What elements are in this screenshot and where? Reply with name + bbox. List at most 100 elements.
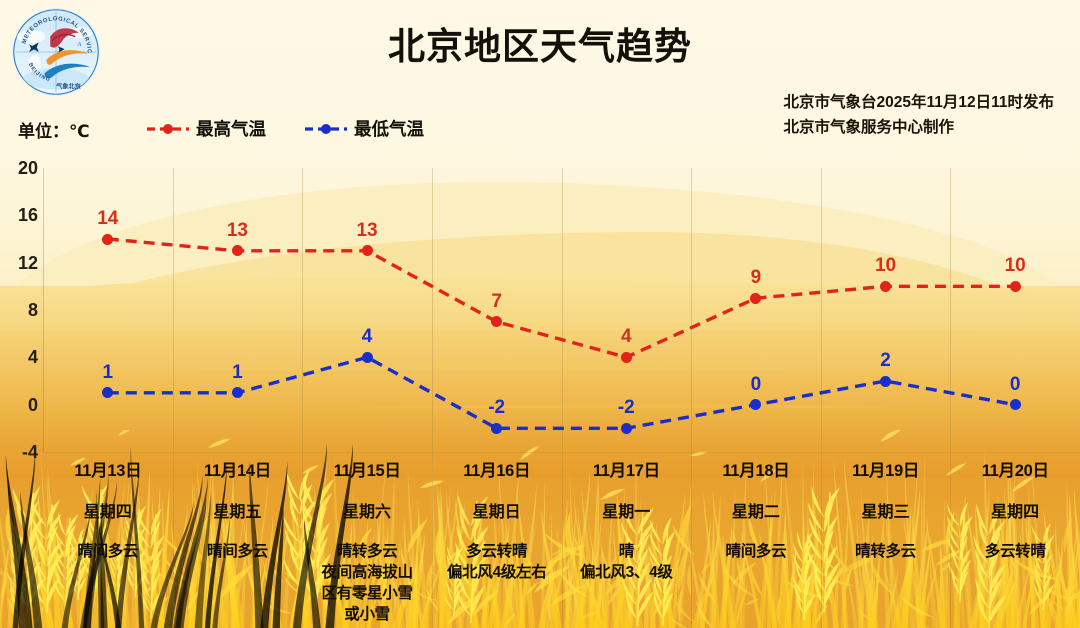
gridline-vertical <box>820 168 822 452</box>
low-temp-value-label: 1 <box>102 361 114 383</box>
gridline-vertical <box>950 168 952 452</box>
legend-item-high-temp: 最高气温 <box>146 116 266 141</box>
x-axis-weekday: 星期六 <box>343 504 392 522</box>
low-temp-value-label: 0 <box>1009 373 1021 395</box>
page-title: 北京地区天气趋势 <box>388 26 692 67</box>
x-axis-column-1: 11月13日 星期四晴间多云 <box>43 458 173 628</box>
gridline-vertical <box>172 168 174 452</box>
unit-label: 单位：℃ <box>18 122 90 141</box>
x-axis-column-6: 11月18日 星期二晴间多云 <box>691 458 821 628</box>
x-axis-weekday: 星期三 <box>861 504 910 522</box>
x-axis-condition: 多云转晴 偏北风4级左右 <box>446 543 547 582</box>
low-temp-value-label: -2 <box>488 397 506 419</box>
y-axis-tick-12: 12 <box>17 252 38 273</box>
x-axis-condition: 晴偏北风3、4级 <box>579 543 673 582</box>
high-temp-point <box>1009 280 1021 292</box>
gridline-vertical <box>302 168 304 452</box>
x-axis-column-4: 11月16日 星期日 多云转晴 偏北风4级左右 <box>432 458 562 628</box>
x-axis-date: 11月17日 <box>592 462 660 480</box>
column-separator <box>950 452 952 628</box>
publisher-info: 北京市气象台2025年11月12日11时发布 北京市气象服务中心制作 <box>784 90 1055 140</box>
dashed-line-with-dot-icon <box>147 123 189 134</box>
column-separator <box>820 452 822 628</box>
column-separator <box>172 452 174 628</box>
y-axis-tick-labels: 20 16 12 8 4 0 -4 <box>0 0 38 628</box>
low-temp-value-label: -2 <box>617 397 635 419</box>
low-temp-point <box>102 387 114 399</box>
column-separator <box>302 452 304 628</box>
dashed-line-with-dot-icon <box>305 123 347 134</box>
high-temp-point <box>620 351 632 363</box>
high-temp-point <box>102 233 114 245</box>
high-temp-value-label: 4 <box>621 326 632 348</box>
high-temp-point <box>491 316 503 328</box>
x-axis-condition: 晴间多云 <box>77 543 139 561</box>
logo-cn-text: 气象北京 <box>55 82 81 90</box>
high-temp-value-label: 13 <box>226 219 248 241</box>
y-axis-tick-minus4: -4 <box>21 442 38 462</box>
x-axis-date: 11月13日 <box>74 462 142 480</box>
gridline-vertical <box>691 168 693 452</box>
column-separator <box>431 452 433 628</box>
high-temp-value-label: 9 <box>750 267 762 289</box>
high-temp-point <box>880 280 892 292</box>
x-axis-weekday: 星期四 <box>83 504 132 522</box>
high-temp-point <box>361 245 373 257</box>
low-temp-point <box>491 422 503 434</box>
x-axis-column-5: 11月17日 星期一晴偏北风3、4级 <box>562 458 692 628</box>
y-axis-tick-8: 8 <box>27 300 38 320</box>
high-temp-value-label: 10 <box>1004 255 1026 277</box>
x-axis-condition: 多云转晴 <box>984 543 1046 561</box>
y-axis-tick-0: 0 <box>27 394 38 415</box>
x-axis-baseline <box>43 452 1080 453</box>
x-axis-column-2: 11月14日 星期五 晴间多云 <box>173 458 303 628</box>
x-axis-column-7: 11月19日 星期三晴转多云 <box>821 458 951 628</box>
x-axis-condition: 晴间多云 <box>725 543 787 561</box>
legend-label-low-temp: 最低气温 <box>354 119 424 139</box>
gridline-vertical <box>431 168 433 452</box>
x-axis-weekday: 星期二 <box>731 504 780 522</box>
low-temp-value-label: 1 <box>232 361 243 383</box>
legend-item-low-temp: 最低气温 <box>304 116 424 141</box>
y-axis-tick-20: 20 <box>17 158 38 178</box>
chart-legend: 最高气温 最低气温 <box>146 116 424 141</box>
x-axis-weekday: 星期五 <box>213 504 262 522</box>
high-temp-value-label: 7 <box>491 290 502 312</box>
gridline-vertical <box>561 168 563 452</box>
high-temp-value-label: 13 <box>356 219 378 241</box>
y-axis-tick-16: 16 <box>17 205 38 226</box>
high-temp-point <box>750 292 762 304</box>
high-temp-value-label: 14 <box>97 208 119 229</box>
x-axis-date: 11月15日 <box>333 462 401 480</box>
low-temp-line <box>107 355 1016 430</box>
x-axis-column-3: 11月15日 星期六晴转多云 夜间高海拔山 区有零星小雪 或小雪 <box>302 458 432 628</box>
column-separator <box>561 452 563 628</box>
x-axis-condition: 晴转多云 <box>855 543 916 561</box>
x-axis-date: 11月14日 <box>203 462 271 480</box>
x-axis-condition: 晴转多云 夜间高海拔山 区有零星小雪 或小雪 <box>321 543 413 623</box>
low-temp-value-label: 2 <box>880 350 891 371</box>
x-axis-columns: 11月13日 星期四 晴间多云 11月14日 星期五 晴间多云 11月15日 星期六 晴转多云夜… <box>43 458 1080 628</box>
field-band-3 <box>0 370 1080 410</box>
low-temp-value-label: 4 <box>361 326 373 348</box>
legend-label-high-temp: 最高气温 <box>196 119 266 139</box>
x-axis-date: 11月16日 <box>463 462 531 480</box>
x-axis-date: 11月18日 <box>722 462 790 480</box>
svg-text:A: A <box>76 41 82 48</box>
publisher-line-1: 北京市气象台2025年11月12日11时发布 <box>783 94 1055 111</box>
low-temp-point <box>880 375 892 387</box>
x-axis-column-8: 11月20日 星期四 多云转晴 <box>950 458 1080 628</box>
low-temp-value-label: 0 <box>750 373 762 395</box>
x-axis-weekday: 星期四 <box>991 504 1040 522</box>
y-axis-tick-4: 4 <box>27 347 38 368</box>
x-axis-date: 11月19日 <box>852 462 920 480</box>
low-temp-point <box>620 422 632 434</box>
column-separator <box>691 452 693 628</box>
high-temp-line <box>107 237 1016 360</box>
x-axis-weekday: 星期一 <box>602 504 651 522</box>
y-axis-line <box>43 168 44 452</box>
